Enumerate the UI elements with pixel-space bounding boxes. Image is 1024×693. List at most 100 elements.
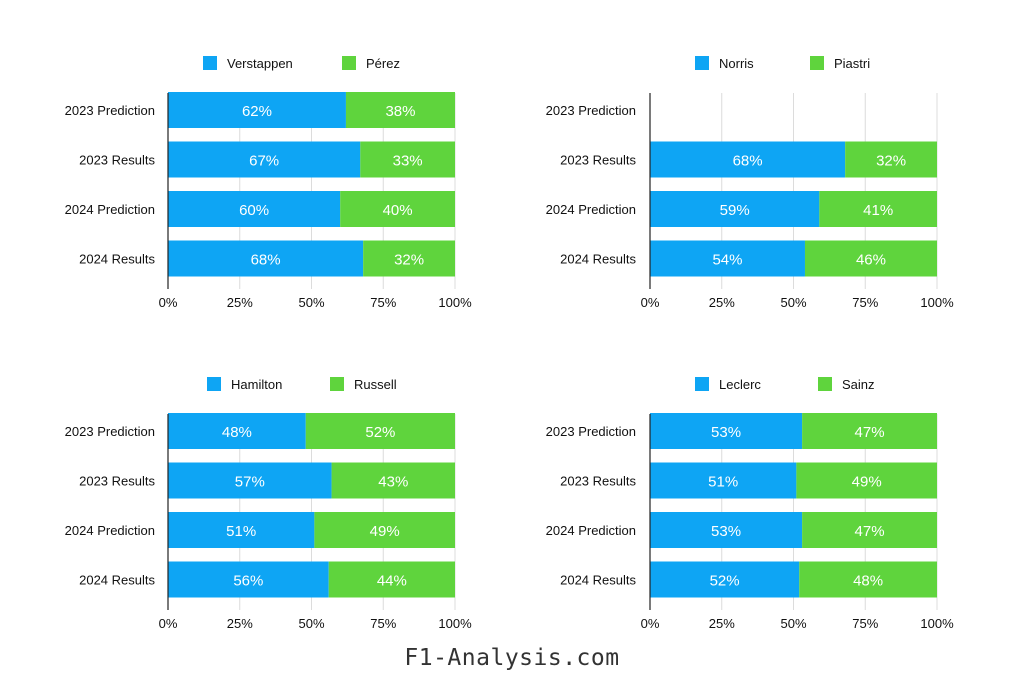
category-label-2-1: 2023 Prediction: [546, 103, 636, 118]
x-tick-label-2-4: 100%: [920, 295, 954, 310]
bar-russell-1: [305, 413, 455, 449]
legend-swatch-leclerc: [695, 377, 709, 391]
legend-swatch-prez: [342, 56, 356, 70]
bar-russell-4: [328, 561, 455, 598]
legend-swatch-piastri: [810, 56, 824, 70]
bar-hamilton-1: [168, 413, 306, 449]
x-tick-label-3-4: 100%: [438, 616, 472, 631]
category-label-4-2: 2023 Results: [560, 474, 636, 489]
category-label-4-1: 2023 Prediction: [546, 424, 636, 439]
bar-label-verstappen-2: 67%: [249, 153, 279, 170]
bar-hamilton-3: [168, 512, 315, 548]
legend-label-russell: Russell: [354, 377, 397, 392]
bar-leclerc-4: [650, 561, 800, 598]
legend-label-hamilton: Hamilton: [231, 377, 282, 392]
bar-hamilton-2: [168, 462, 332, 499]
bar-leclerc-3: [650, 512, 803, 548]
category-label-3-4: 2024 Results: [79, 573, 155, 588]
legend-label-leclerc: Leclerc: [719, 377, 761, 392]
legend-label-verstappen: Verstappen: [227, 56, 293, 71]
bar-label-russell-4: 44%: [377, 573, 407, 590]
bar-label-sainz-2: 49%: [852, 474, 882, 491]
bar-label-leclerc-3: 53%: [711, 523, 741, 540]
bar-label-leclerc-2: 51%: [708, 474, 738, 491]
x-tick-label-2-2: 50%: [780, 295, 806, 310]
legend-label-piastri: Piastri: [834, 56, 870, 71]
bar-label-russell-1: 52%: [365, 424, 395, 441]
bar-label-piastri-3: 41%: [863, 202, 893, 219]
bar-sainz-2: [796, 462, 937, 499]
bar-label-piastri-2: 32%: [876, 153, 906, 170]
bar-prez-3: [340, 191, 455, 227]
x-tick-label-1-3: 75%: [370, 295, 396, 310]
bar-label-prez-4: 32%: [394, 252, 424, 269]
bar-label-leclerc-4: 52%: [710, 573, 740, 590]
bar-piastri-4: [804, 240, 937, 277]
x-tick-label-4-2: 50%: [780, 616, 806, 631]
x-tick-label-4-3: 75%: [852, 616, 878, 631]
bar-label-hamilton-3: 51%: [226, 523, 256, 540]
x-tick-label-3-3: 75%: [370, 616, 396, 631]
bar-norris-3: [650, 191, 820, 227]
site-watermark: F1-Analysis.com: [404, 645, 620, 671]
bar-leclerc-1: [650, 413, 803, 449]
bar-label-prez-3: 40%: [383, 202, 413, 219]
bar-verstappen-2: [168, 141, 361, 178]
bar-prez-2: [360, 141, 455, 178]
bar-label-norris-2: 68%: [733, 153, 763, 170]
category-label-1-3: 2024 Prediction: [65, 202, 155, 217]
category-label-1-4: 2024 Results: [79, 252, 155, 267]
bar-leclerc-2: [650, 462, 797, 499]
category-label-1-2: 2023 Results: [79, 153, 155, 168]
bar-verstappen-1: [168, 92, 346, 128]
bar-sainz-1: [802, 413, 937, 449]
category-label-1-1: 2023 Prediction: [65, 103, 155, 118]
bar-sainz-3: [802, 512, 937, 548]
bar-label-norris-3: 59%: [720, 202, 750, 219]
bar-label-piastri-4: 46%: [856, 252, 886, 269]
x-tick-label-3-2: 50%: [298, 616, 324, 631]
legend-swatch-hamilton: [207, 377, 221, 391]
bar-label-sainz-1: 47%: [855, 424, 885, 441]
bar-verstappen-4: [168, 240, 364, 277]
legend-label-sainz: Sainz: [842, 377, 875, 392]
x-tick-label-1-4: 100%: [438, 295, 472, 310]
category-label-4-3: 2024 Prediction: [546, 523, 636, 538]
bar-label-verstappen-4: 68%: [251, 252, 281, 269]
bar-label-hamilton-2: 57%: [235, 474, 265, 491]
bar-label-russell-3: 49%: [370, 523, 400, 540]
x-tick-label-3-0: 0%: [159, 616, 178, 631]
category-label-2-3: 2024 Prediction: [546, 202, 636, 217]
legend-swatch-russell: [330, 377, 344, 391]
bar-label-leclerc-1: 53%: [711, 424, 741, 441]
category-label-3-2: 2023 Results: [79, 474, 155, 489]
x-tick-label-1-1: 25%: [227, 295, 253, 310]
bar-norris-2: [650, 141, 846, 178]
legend-swatch-sainz: [818, 377, 832, 391]
bar-label-verstappen-3: 60%: [239, 202, 269, 219]
x-tick-label-2-0: 0%: [641, 295, 660, 310]
x-tick-label-4-1: 25%: [709, 616, 735, 631]
category-label-2-2: 2023 Results: [560, 153, 636, 168]
category-label-4-4: 2024 Results: [560, 573, 636, 588]
bar-piastri-3: [819, 191, 937, 227]
bar-label-sainz-4: 48%: [853, 573, 883, 590]
x-tick-label-4-4: 100%: [920, 616, 954, 631]
x-tick-label-2-1: 25%: [709, 295, 735, 310]
bar-russell-3: [314, 512, 455, 548]
bar-label-norris-4: 54%: [712, 252, 742, 269]
bar-label-russell-2: 43%: [378, 474, 408, 491]
bar-hamilton-4: [168, 561, 329, 598]
x-tick-label-3-1: 25%: [227, 616, 253, 631]
x-tick-label-1-0: 0%: [159, 295, 178, 310]
bar-piastri-2: [845, 141, 937, 178]
x-tick-label-4-0: 0%: [641, 616, 660, 631]
bar-label-verstappen-1: 62%: [242, 103, 272, 120]
bar-sainz-4: [799, 561, 937, 598]
legend-label-prez: Pérez: [366, 56, 400, 71]
legend-swatch-norris: [695, 56, 709, 70]
bar-norris-4: [650, 240, 805, 277]
bar-russell-2: [331, 462, 455, 499]
